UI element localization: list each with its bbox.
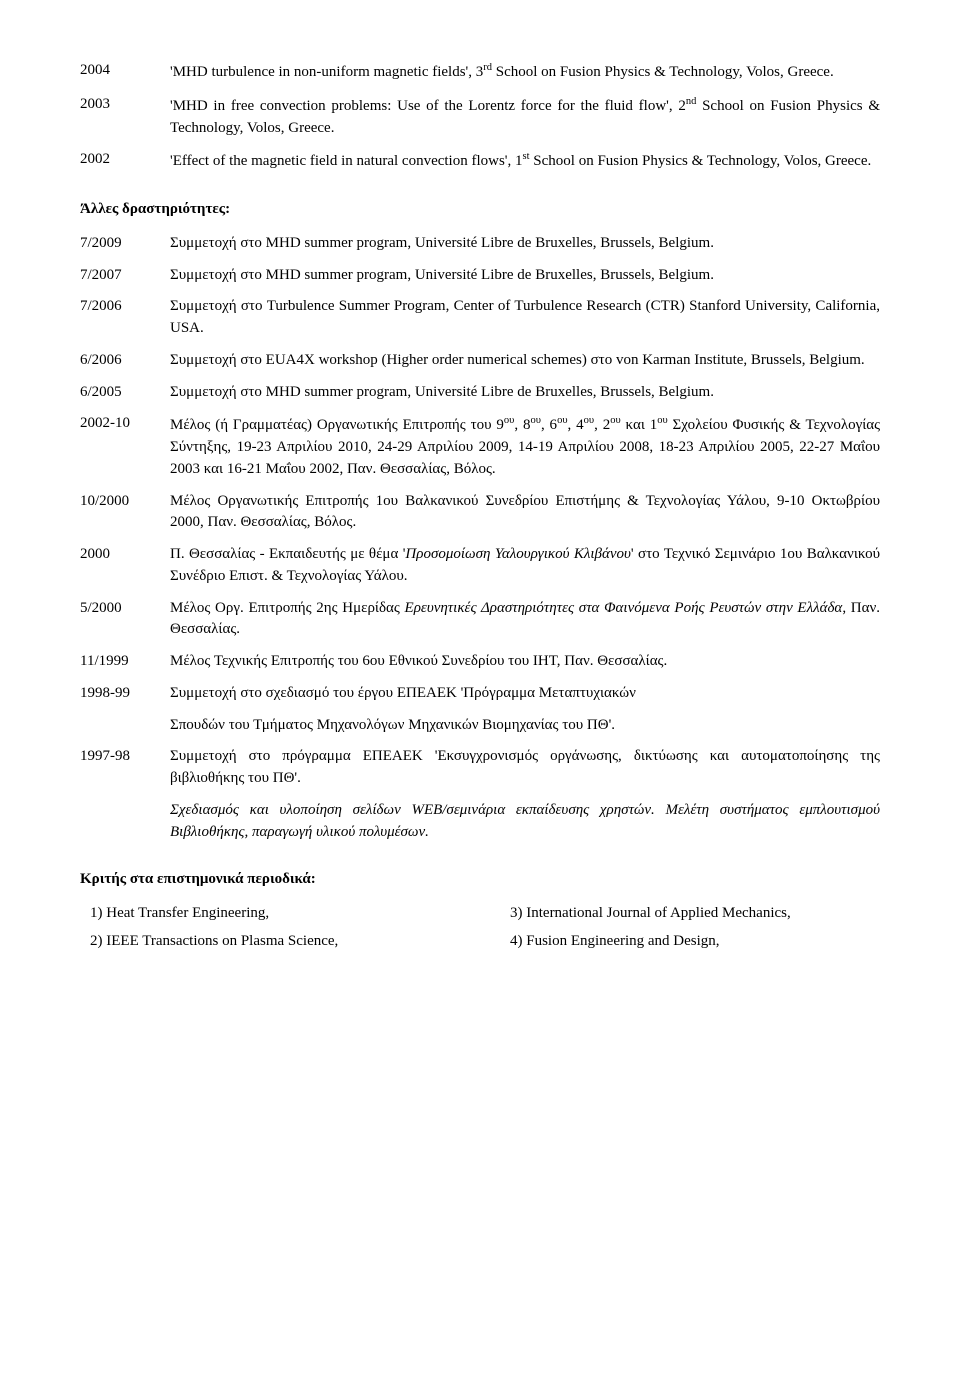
conference-entry: 2003'MHD in free convection problems: Us… bbox=[80, 94, 880, 140]
conference-list: 2004'MHD turbulence in non-uniform magne… bbox=[80, 60, 880, 173]
activities-list: 7/2009Συμμετοχή στο MHD summer program, … bbox=[80, 233, 880, 705]
activity-year: 2000 bbox=[80, 544, 170, 588]
journals-col-1: 1) Heat Transfer Engineering, 2) IEEE Tra… bbox=[80, 903, 460, 959]
indented-1997: Σχεδιασμός και υλοποίηση σελίδων WEB/σεμ… bbox=[170, 800, 880, 844]
activities-heading: Άλλες δραστηριότητες: bbox=[80, 199, 880, 221]
activity-year: 1997-98 bbox=[80, 746, 170, 790]
activity-year: 7/2007 bbox=[80, 265, 170, 287]
activity-desc: Μέλος Οργανωτικής Επιτροπής 1ου Βαλκανικ… bbox=[170, 491, 880, 535]
conference-year: 2002 bbox=[80, 149, 170, 173]
activity-desc: Συμμετοχή στο EUA4X workshop (Higher ord… bbox=[170, 350, 880, 372]
activity-entry: 6/2005Συμμετοχή στο MHD summer program, … bbox=[80, 382, 880, 404]
journal-item: 2) IEEE Transactions on Plasma Science, bbox=[80, 931, 460, 953]
conference-year: 2003 bbox=[80, 94, 170, 140]
activity-entry: 10/2000Μέλος Οργανωτικής Επιτροπής 1ου Β… bbox=[80, 491, 880, 535]
activity-desc: Συμμετοχή στο MHD summer program, Univer… bbox=[170, 233, 880, 255]
activity-desc: Π. Θεσσαλίας - Εκπαιδευτής με θέμα 'Προσ… bbox=[170, 544, 880, 588]
activity-year: 7/2009 bbox=[80, 233, 170, 255]
activity-desc: Συμμετοχή στο MHD summer program, Univer… bbox=[170, 265, 880, 287]
activity-year: 6/2005 bbox=[80, 382, 170, 404]
activity-year: 6/2006 bbox=[80, 350, 170, 372]
conference-desc: 'MHD turbulence in non-uniform magnetic … bbox=[170, 60, 880, 84]
activity-entry: 1998-99Συμμετοχή στο σχεδιασμό του έργου… bbox=[80, 683, 880, 705]
conference-desc: 'MHD in free convection problems: Use of… bbox=[170, 94, 880, 140]
journals-heading: Κριτής στα επιστημονικά περιοδικά: bbox=[80, 869, 880, 891]
conference-year: 2004 bbox=[80, 60, 170, 84]
activity-year: 7/2006 bbox=[80, 296, 170, 340]
journals-col-2: 3) International Journal of Applied Mech… bbox=[500, 903, 880, 959]
activity-desc: Μέλος Τεχνικής Επιτροπής του 6ου Εθνικού… bbox=[170, 651, 880, 673]
conference-entry: 2004'MHD turbulence in non-uniform magne… bbox=[80, 60, 880, 84]
activity-entry: 7/2009Συμμετοχή στο MHD summer program, … bbox=[80, 233, 880, 255]
indented-1998: Σπουδών του Τμήματος Μηχανολόγων Μηχανικ… bbox=[170, 715, 880, 737]
conference-desc: 'Effect of the magnetic field in natural… bbox=[170, 149, 880, 173]
activity-entry: 5/2000Μέλος Οργ. Επιτροπής 2ης Ημερίδας … bbox=[80, 598, 880, 642]
activity-year: 2002-10 bbox=[80, 413, 170, 480]
journals-columns: 1) Heat Transfer Engineering, 2) IEEE Tra… bbox=[80, 903, 880, 959]
activity-desc: Συμμετοχή στο σχεδιασμό του έργου ΕΠΕΑΕΚ… bbox=[170, 683, 880, 705]
conference-entry: 2002'Effect of the magnetic field in nat… bbox=[80, 149, 880, 173]
activity-entry: 7/2007Συμμετοχή στο MHD summer program, … bbox=[80, 265, 880, 287]
activity-1997: 1997-98 Συμμετοχή στο πρόγραμμα ΕΠΕΑΕΚ '… bbox=[80, 746, 880, 790]
activity-year: 5/2000 bbox=[80, 598, 170, 642]
journal-item: 4) Fusion Engineering and Design, bbox=[500, 931, 880, 953]
activity-year: 1998-99 bbox=[80, 683, 170, 705]
activity-desc: Συμμετοχή στο MHD summer program, Univer… bbox=[170, 382, 880, 404]
activity-desc: Συμμετοχή στο πρόγραμμα ΕΠΕΑΕΚ 'Εκσυγχρο… bbox=[170, 746, 880, 790]
journal-item: 1) Heat Transfer Engineering, bbox=[80, 903, 460, 925]
activity-desc: Μέλος Οργ. Επιτροπής 2ης Ημερίδας Ερευνη… bbox=[170, 598, 880, 642]
activity-year: 10/2000 bbox=[80, 491, 170, 535]
activity-desc: Συμμετοχή στο Turbulence Summer Program,… bbox=[170, 296, 880, 340]
journal-item: 3) International Journal of Applied Mech… bbox=[500, 903, 880, 925]
activity-entry: 2000Π. Θεσσαλίας - Εκπαιδευτής με θέμα '… bbox=[80, 544, 880, 588]
activity-desc: Μέλος (ή Γραμματέας) Οργανωτικής Επιτροπ… bbox=[170, 413, 880, 480]
activity-entry: 7/2006Συμμετοχή στο Turbulence Summer Pr… bbox=[80, 296, 880, 340]
activity-entry: 11/1999Μέλος Τεχνικής Επιτροπής του 6ου … bbox=[80, 651, 880, 673]
activity-year: 11/1999 bbox=[80, 651, 170, 673]
activity-entry: 2002-10Μέλος (ή Γραμματέας) Οργανωτικής … bbox=[80, 413, 880, 480]
activity-entry: 6/2006Συμμετοχή στο EUA4X workshop (High… bbox=[80, 350, 880, 372]
